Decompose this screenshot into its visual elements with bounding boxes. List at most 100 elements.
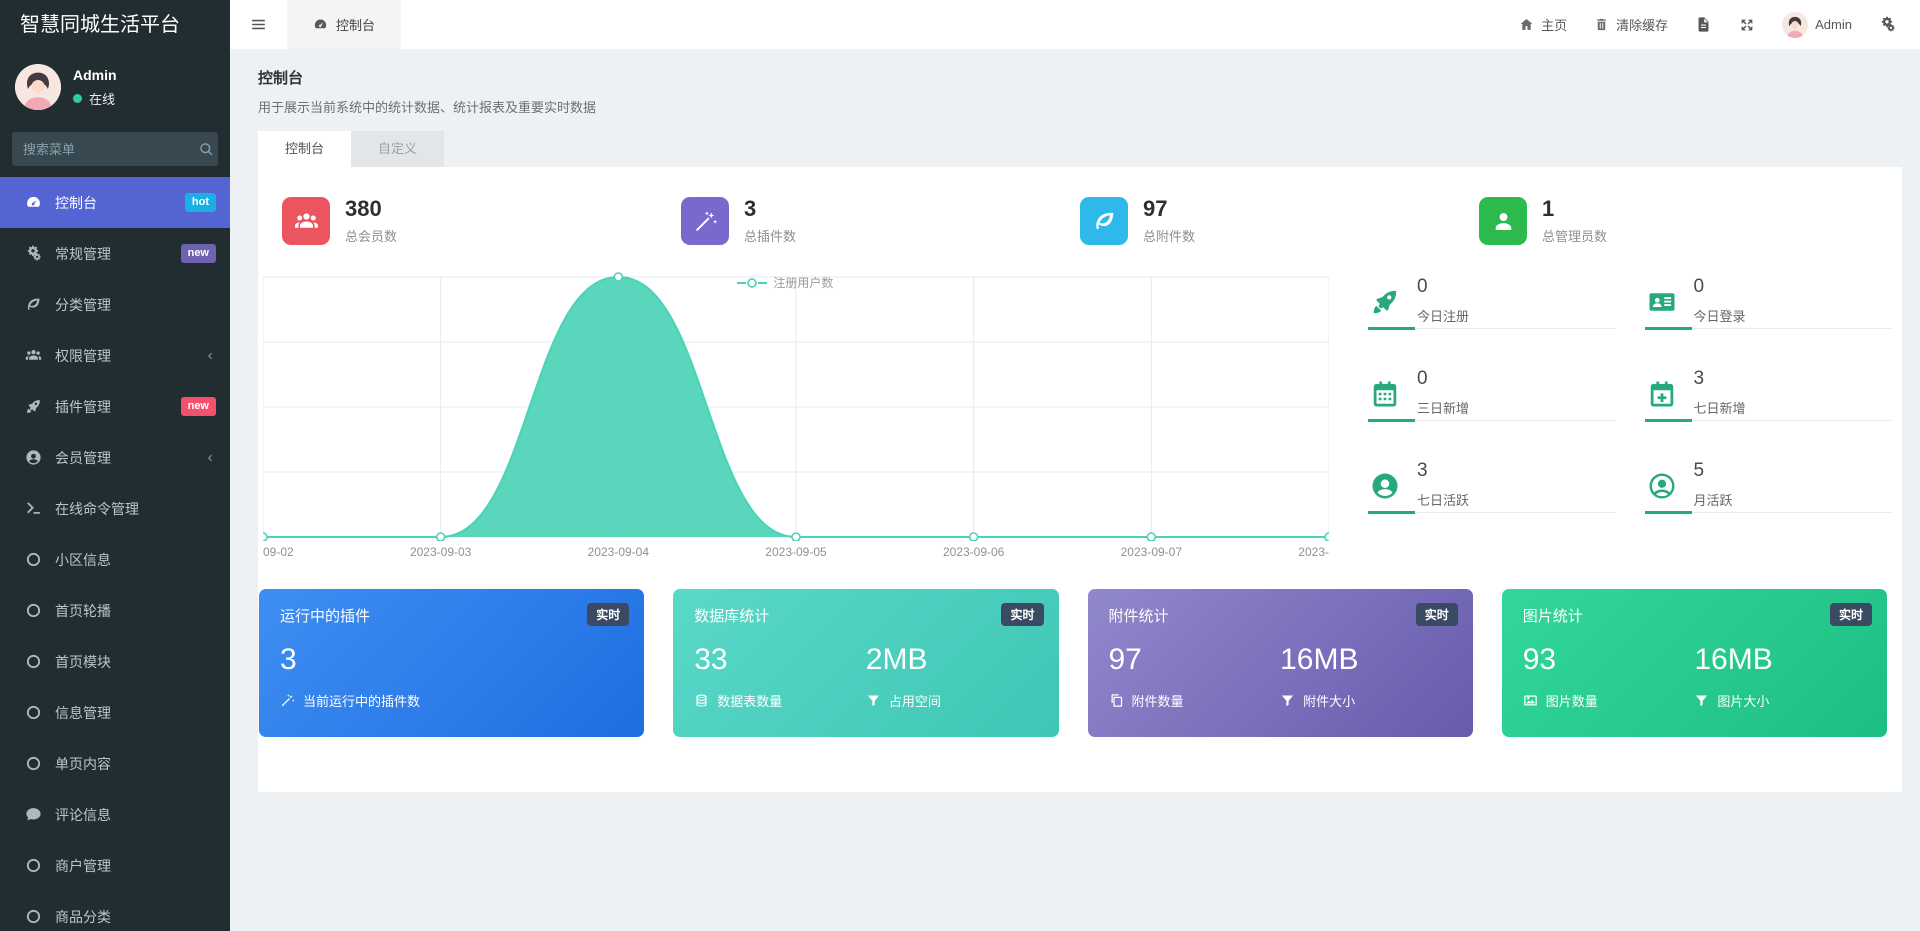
sidebar-item-7[interactable]: 小区信息	[0, 534, 230, 585]
x-axis-label: 2023-09-06	[942, 545, 1005, 560]
circle-icon	[24, 908, 42, 925]
online-status-dot	[73, 93, 82, 103]
sidebar-item-3[interactable]: 权限管理	[0, 330, 230, 381]
sidebar-item-12[interactable]: 评论信息	[0, 789, 230, 840]
card-title: 运行中的插件	[280, 608, 371, 626]
card-title: 图片统计	[1522, 608, 1583, 626]
sidebar-item-4[interactable]: 插件管理 new	[0, 381, 230, 432]
sidebar-item-label: 权限管理	[55, 347, 111, 364]
card-value-label: 占用空间	[888, 694, 941, 710]
avatar[interactable]	[15, 64, 61, 110]
menu-badge: new	[180, 397, 216, 416]
x-axis-label: 2023-09-08	[1298, 545, 1329, 560]
sidebar-item-6[interactable]: 在线命令管理	[0, 483, 230, 534]
sidebar-item-label: 小区信息	[55, 551, 111, 568]
sidebar-search	[12, 132, 218, 166]
tab-dashboard[interactable]: 控制台	[287, 0, 402, 49]
sidebar-item-14[interactable]: 商品分类	[0, 891, 230, 931]
language-icon[interactable]	[1695, 16, 1712, 33]
chart-row: 注册用户数 2023-09-02 2023-09-03 2023-09-04 2023-…	[258, 271, 1902, 567]
sidebar-item-8[interactable]: 首页轮播	[0, 585, 230, 636]
filter-icon	[866, 693, 881, 708]
summary-card-3: 图片统计 实时 93 图片数量 16MB 图片大小	[1501, 589, 1887, 738]
menu-toggle-icon[interactable]	[230, 15, 287, 34]
sidebar-item-label: 在线命令管理	[55, 500, 139, 517]
sidebar-item-label: 商户管理	[55, 857, 111, 874]
search-icon	[199, 142, 214, 157]
clear-cache-button[interactable]: 清除缓存	[1594, 15, 1668, 34]
dashboard-icon	[24, 194, 42, 211]
sidebar-item-label: 首页模块	[55, 653, 111, 670]
home-label: 主页	[1541, 18, 1568, 33]
sidebar-user-panel: Admin 在线	[0, 50, 230, 122]
sidebar-item-2[interactable]: 分类管理	[0, 279, 230, 330]
x-axis-label: 2023-09-05	[765, 545, 827, 560]
realtime-badge: 实时	[587, 603, 630, 627]
chevron-left-icon	[204, 350, 216, 362]
user-menu[interactable]: Admin	[1782, 11, 1852, 38]
registrations-chart: 注册用户数 2023-09-02 2023-09-03 2023-09-04 2023-…	[263, 271, 1329, 567]
sidebar-item-label: 信息管理	[55, 704, 111, 721]
sidebar-item-1[interactable]: 常规管理 new	[0, 228, 230, 279]
sidebar-item-label: 控制台	[55, 194, 97, 211]
stat-label: 总会员数	[345, 229, 398, 245]
sidebar-user-name: Admin	[73, 66, 117, 83]
topbar-right: 主页 清除缓存 Admin	[1519, 11, 1920, 38]
stat-item-3: 1 总管理员数	[1479, 196, 1878, 246]
mini-stat-5: 5 月活跃	[1644, 455, 1893, 547]
mini-stat-value: 0	[1417, 276, 1428, 298]
circle-icon	[24, 857, 42, 874]
clear-cache-label: 清除缓存	[1616, 18, 1669, 33]
mini-stat-value: 3	[1417, 460, 1428, 482]
sidebar-item-9[interactable]: 首页模块	[0, 636, 230, 687]
card-value-label: 图片数量	[1545, 694, 1598, 710]
sidebar-item-10[interactable]: 信息管理	[0, 687, 230, 738]
fullscreen-icon[interactable]	[1739, 17, 1755, 33]
mini-stat-3: 3 七日新增	[1644, 363, 1893, 455]
panel-tab-1[interactable]: 自定义	[351, 131, 445, 167]
home-button[interactable]: 主页	[1519, 15, 1567, 34]
magic-icon	[280, 693, 295, 708]
panel-tab-0[interactable]: 控制台	[258, 131, 352, 167]
circle-icon	[24, 755, 42, 772]
mini-stat-label: 月活跃	[1693, 492, 1733, 508]
tab-dashboard-label: 控制台	[336, 18, 376, 33]
rocket-icon	[24, 398, 42, 415]
chart-legend[interactable]: 注册用户数	[737, 274, 833, 291]
mini-stat-value: 3	[1693, 368, 1705, 390]
users-icon	[24, 347, 42, 364]
dashboard-icon	[313, 17, 328, 32]
summary-card-1: 数据库统计 实时 33 数据表数量 2MB 占用空间	[673, 589, 1059, 738]
circle-icon	[24, 704, 42, 721]
sidebar-item-0[interactable]: 控制台 hot	[0, 177, 230, 228]
sidebar-user-status: 在线	[73, 89, 117, 108]
circle-icon	[24, 551, 42, 568]
sidebar-item-label: 单页内容	[55, 755, 111, 772]
user-circle-outline-icon	[1645, 460, 1679, 509]
sidebar-item-5[interactable]: 会员管理	[0, 432, 230, 483]
calendar-plus-icon	[1645, 368, 1679, 417]
mini-stat-label: 今日登录	[1693, 308, 1746, 324]
circle-icon	[24, 653, 42, 670]
mini-stat-4: 3 七日活跃	[1368, 455, 1616, 547]
sidebar-item-13[interactable]: 商户管理	[0, 840, 230, 891]
stat-item-2: 97 总附件数	[1080, 196, 1479, 246]
realtime-badge: 实时	[1415, 603, 1458, 627]
card-value: 3	[280, 643, 297, 677]
stats-row: 380 总会员数 3 总插件数 97 总附件数 1 总管理员数	[258, 167, 1902, 246]
mini-stat-value: 0	[1693, 276, 1705, 298]
sidebar-item-label: 常规管理	[55, 245, 111, 262]
area-chart-canvas	[263, 272, 1329, 542]
settings-gears-icon[interactable]	[1879, 16, 1896, 33]
online-status-label: 在线	[89, 91, 116, 107]
card-value-label: 数据表数量	[717, 694, 783, 710]
home-icon	[1519, 17, 1534, 32]
sidebar-item-11[interactable]: 单页内容	[0, 738, 230, 789]
search-input[interactable]	[23, 141, 199, 157]
card-title: 附件统计	[1108, 608, 1169, 626]
sidebar-menu: 控制台 hot 常规管理 new 分类管理 权限管理 插件管理 new 会员管理 在线命令管理 小区…	[0, 177, 230, 931]
circle-icon	[24, 602, 42, 619]
stat-label: 总附件数	[1143, 229, 1196, 245]
filter-icon	[1694, 693, 1709, 708]
